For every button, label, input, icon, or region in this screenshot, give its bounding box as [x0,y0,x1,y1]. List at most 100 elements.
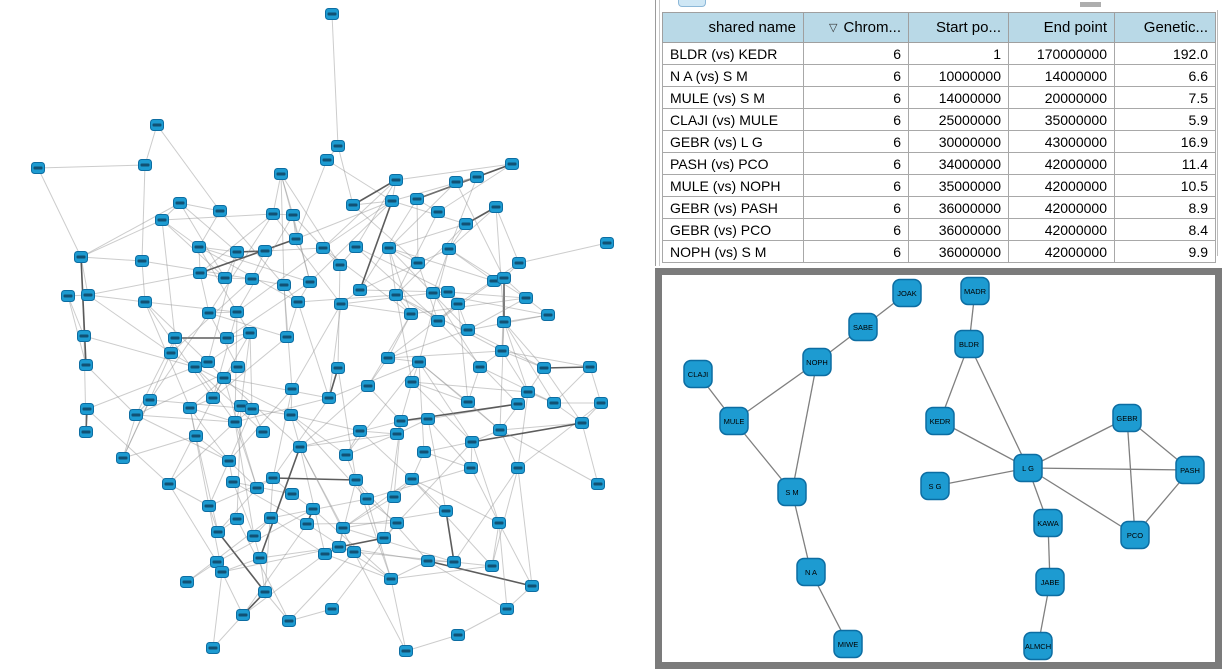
network-edge[interactable] [37,167,82,258]
network-edge[interactable] [219,210,285,286]
network-edge[interactable] [212,571,223,649]
subnetwork-edge[interactable] [1027,417,1128,469]
network-edge[interactable] [249,332,253,410]
table-cell[interactable]: 16.9 [1114,130,1216,153]
network-edge[interactable] [232,481,255,537]
network-edge[interactable] [501,350,529,393]
network-edge[interactable] [400,403,519,422]
network-edge[interactable] [236,518,290,622]
network-edge[interactable] [292,214,311,283]
table-cell[interactable]: 6 [803,64,909,87]
table-cell[interactable]: 6 [803,86,909,109]
network-edge[interactable] [467,297,527,331]
network-edge[interactable] [85,364,137,416]
network-edge[interactable] [411,381,529,393]
network-edge[interactable] [501,350,591,368]
network-edge[interactable] [337,367,357,481]
network-edge[interactable] [67,295,87,366]
network-edge[interactable] [395,294,439,322]
table-cell[interactable]: 8.9 [1114,196,1216,219]
column-header-shared-name[interactable]: shared name [662,12,804,43]
network-edge[interactable] [411,478,500,524]
scrollbar-thumb-fragment[interactable] [678,0,706,7]
network-node-gebr[interactable] [1112,403,1142,433]
scrollbar-track-fragment[interactable] [1080,2,1101,7]
table-cell[interactable]: 35000000 [908,174,1009,197]
network-edge[interactable] [387,350,503,359]
network-node-almch[interactable] [1023,631,1053,661]
network-edge[interactable] [324,553,392,580]
table-cell[interactable]: 11.4 [1114,152,1216,175]
network-edge[interactable] [291,303,342,390]
network-edge[interactable] [326,159,393,202]
table-cell[interactable]: 6 [803,240,909,263]
network-edge[interactable] [144,301,238,313]
table-cell[interactable]: GEBR (vs) PASH [662,196,804,219]
network-edge[interactable] [387,313,412,359]
network-edge[interactable] [208,312,288,338]
network-node-s-m[interactable] [777,477,807,507]
network-edge[interactable] [359,248,450,291]
network-edge[interactable] [135,414,236,423]
network-node-miwe[interactable] [833,629,863,659]
network-edge[interactable] [86,408,170,485]
network-edge[interactable] [299,420,402,448]
network-edge[interactable] [501,350,545,369]
filter-icon[interactable]: ▽ [829,22,838,34]
table-cell[interactable]: PASH (vs) PCO [662,152,804,175]
network-edge[interactable] [290,414,361,432]
network-edge[interactable] [395,223,467,296]
network-edge[interactable] [517,467,533,587]
network-edge[interactable] [495,206,505,323]
network-edge[interactable] [264,247,324,252]
network-edge[interactable] [272,477,357,481]
network-node-pco[interactable] [1120,520,1150,550]
subnetwork-graph[interactable]: JOAK MADR SABE BLDR NOPH CLAJI MULE KEDR GEBR L G… [662,275,1215,662]
network-edge[interactable] [543,366,591,369]
table-row[interactable]: PASH (vs) PCO 6 34000000 42000000 11.4 [662,152,1216,175]
network-node-mule[interactable] [719,406,749,436]
table-row[interactable]: NOPH (vs) S M 6 36000000 42000000 9.9 [662,240,1216,263]
network-edge[interactable] [297,301,330,399]
network-edge[interactable] [234,421,255,537]
network-edge[interactable] [199,238,297,274]
network-edge[interactable] [194,366,264,433]
network-edge[interactable] [448,248,495,282]
network-edge[interactable] [491,467,519,567]
network-edge[interactable] [217,531,266,593]
table-cell[interactable]: 8.4 [1114,218,1216,241]
network-edge[interactable] [80,219,163,258]
network-edge[interactable] [503,321,529,393]
table-cell[interactable]: 20000000 [1008,86,1115,109]
network-edge[interactable] [457,303,469,403]
network-edge[interactable] [366,467,472,500]
network-edge[interactable] [447,291,527,299]
network-edge[interactable] [498,522,533,587]
network-edge[interactable] [453,467,519,563]
network-node-jabe[interactable] [1035,567,1065,597]
network-edge[interactable] [299,433,398,448]
table-cell[interactable]: 6.6 [1114,64,1216,87]
table-row[interactable]: GEBR (vs) PASH 6 36000000 42000000 8.9 [662,196,1216,219]
network-edge[interactable] [179,202,238,253]
network-edge[interactable] [418,361,425,453]
network-edge[interactable] [306,522,398,525]
network-edge[interactable] [517,402,602,469]
table-row[interactable]: MULE (vs) S M 6 14000000 20000000 7.5 [662,86,1216,109]
table-row[interactable]: GEBR (vs) L G 6 30000000 43000000 16.9 [662,130,1216,153]
network-edge[interactable] [189,407,210,507]
network-edge[interactable] [418,248,450,363]
network-edge[interactable] [387,303,459,359]
network-edge[interactable] [299,385,369,448]
table-cell[interactable]: 36000000 [908,218,1009,241]
network-edge[interactable] [455,181,505,279]
network-edge[interactable] [144,301,214,399]
network-node-n-a[interactable] [796,557,826,587]
table-row[interactable]: GEBR (vs) PCO 6 36000000 42000000 8.4 [662,218,1216,241]
table-cell[interactable]: 6 [803,42,909,65]
subnetwork-edge[interactable] [968,343,1029,469]
network-edge[interactable] [395,294,503,352]
network-edge[interactable] [448,176,478,250]
network-edge[interactable] [299,446,344,529]
network-edge[interactable] [83,335,87,433]
